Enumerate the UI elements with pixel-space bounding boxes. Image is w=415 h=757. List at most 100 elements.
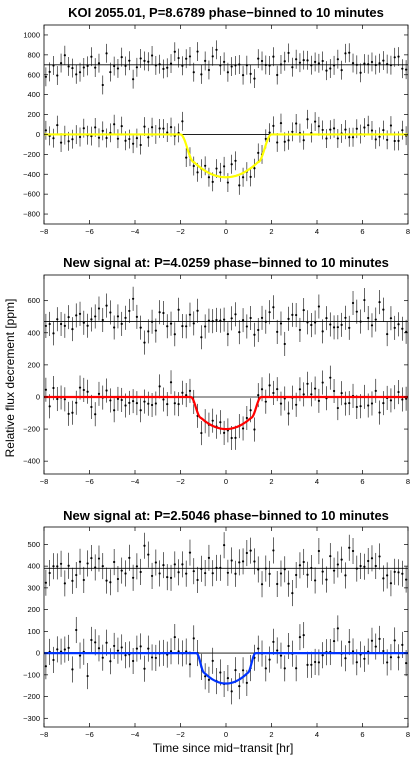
data-point-upper bbox=[101, 83, 104, 87]
data-point-lower bbox=[82, 388, 85, 392]
data-point-lower bbox=[336, 627, 339, 630]
data-point-lower bbox=[177, 650, 180, 653]
data-point-lower bbox=[185, 156, 188, 159]
y-tick-label: −200 bbox=[23, 692, 40, 701]
data-point-upper bbox=[52, 64, 55, 67]
data-point-upper bbox=[97, 307, 101, 310]
data-point-lower bbox=[162, 127, 165, 130]
data-point-upper bbox=[162, 564, 165, 567]
x-tick-label: −8 bbox=[40, 477, 49, 486]
data-point-upper bbox=[143, 59, 146, 63]
data-point-lower bbox=[279, 121, 283, 125]
data-point-lower bbox=[405, 662, 408, 665]
data-point-lower bbox=[78, 654, 82, 657]
data-point-upper bbox=[340, 558, 343, 561]
data-point-upper bbox=[166, 66, 169, 69]
data-point-upper bbox=[306, 59, 309, 62]
data-point-upper bbox=[355, 63, 358, 66]
data-point-lower bbox=[52, 658, 55, 662]
data-point-upper bbox=[336, 563, 339, 566]
data-point-lower bbox=[230, 436, 233, 440]
data-point-upper bbox=[272, 55, 275, 58]
data-point-lower bbox=[272, 640, 275, 643]
data-point-upper bbox=[226, 333, 229, 336]
data-point-lower bbox=[370, 402, 374, 405]
data-point-upper bbox=[63, 582, 66, 585]
data-point-lower bbox=[238, 184, 241, 187]
data-point-lower bbox=[59, 141, 63, 144]
data-point-lower bbox=[241, 427, 245, 430]
data-point-lower bbox=[78, 135, 82, 139]
data-point-lower bbox=[223, 431, 226, 435]
data-point-upper bbox=[188, 313, 192, 316]
data-point-upper bbox=[317, 305, 320, 308]
data-point-lower bbox=[135, 137, 138, 140]
data-point-lower bbox=[363, 657, 366, 660]
data-point-lower bbox=[113, 123, 116, 126]
data-point-lower bbox=[389, 656, 393, 659]
data-point-lower bbox=[264, 400, 267, 403]
data-point-upper bbox=[257, 57, 260, 60]
data-point-upper bbox=[128, 309, 131, 313]
data-point-upper bbox=[249, 72, 252, 75]
data-point-lower bbox=[367, 124, 370, 127]
data-point-upper bbox=[181, 64, 184, 67]
data-point-lower bbox=[397, 139, 400, 142]
data-point-upper bbox=[264, 567, 267, 570]
plot-frame bbox=[43, 24, 409, 225]
data-point-lower bbox=[173, 635, 176, 639]
data-point-lower bbox=[147, 402, 150, 405]
data-point-upper bbox=[234, 64, 237, 67]
data-point-lower bbox=[234, 436, 237, 439]
data-point-upper bbox=[124, 64, 127, 67]
data-point-upper bbox=[295, 58, 298, 61]
data-point-upper bbox=[302, 59, 305, 62]
plot-frame bbox=[43, 526, 409, 728]
data-point-lower bbox=[207, 176, 211, 179]
data-point-upper bbox=[363, 298, 366, 302]
data-point-lower bbox=[101, 656, 104, 659]
data-point-lower bbox=[348, 640, 351, 644]
data-point-upper bbox=[105, 52, 108, 55]
data-point-upper bbox=[181, 563, 184, 566]
data-point-upper bbox=[260, 583, 264, 586]
data-point-lower bbox=[124, 404, 127, 407]
data-point-upper bbox=[162, 311, 165, 315]
transit-model-curve bbox=[44, 395, 408, 431]
data-point-upper bbox=[386, 62, 389, 66]
data-point-upper bbox=[56, 74, 59, 77]
data-point-lower bbox=[268, 384, 271, 387]
data-point-upper bbox=[101, 318, 104, 322]
data-point-lower bbox=[344, 128, 347, 131]
data-point-lower bbox=[78, 386, 82, 389]
data-point-lower bbox=[207, 678, 211, 681]
transit-model-curve bbox=[44, 651, 408, 685]
data-point-lower bbox=[116, 649, 120, 652]
data-point-lower bbox=[401, 398, 404, 401]
data-point-upper bbox=[215, 48, 218, 51]
data-point-upper bbox=[283, 568, 286, 571]
data-point-lower bbox=[276, 649, 279, 652]
data-point-lower bbox=[154, 656, 157, 660]
data-point-lower bbox=[116, 397, 120, 400]
data-point-lower bbox=[230, 163, 233, 166]
data-point-lower bbox=[355, 405, 358, 409]
data-point-upper bbox=[143, 544, 146, 547]
y-tick-label: 500 bbox=[27, 540, 40, 549]
data-point-upper bbox=[382, 59, 385, 62]
data-point-upper bbox=[287, 317, 290, 320]
data-point-lower bbox=[128, 137, 131, 141]
data-point-lower bbox=[302, 634, 305, 637]
data-point-upper bbox=[329, 67, 332, 70]
data-point-lower bbox=[295, 667, 298, 670]
data-point-lower bbox=[139, 143, 142, 147]
data-point-upper bbox=[336, 58, 339, 61]
data-point-upper bbox=[234, 572, 237, 575]
data-point-lower bbox=[378, 637, 381, 640]
data-point-upper bbox=[230, 559, 233, 562]
data-point-upper bbox=[340, 69, 343, 72]
data-point-upper bbox=[253, 560, 256, 563]
data-point-upper bbox=[71, 579, 74, 582]
data-point-upper bbox=[44, 75, 47, 78]
data-point-upper bbox=[78, 312, 82, 315]
